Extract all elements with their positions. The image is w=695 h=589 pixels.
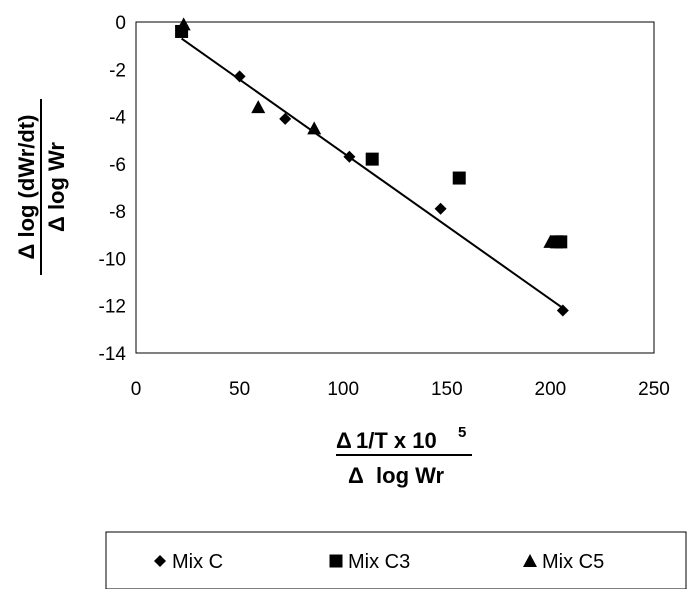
y-axis-label-denominator: Δ log Wr xyxy=(44,142,69,232)
x-axis-label-numerator: 1/T x 10 xyxy=(356,428,437,453)
mix-c-point xyxy=(556,304,569,317)
y-tick-label: -10 xyxy=(99,249,126,270)
x-axis-label-exponent: 5 xyxy=(458,424,466,441)
y-tick-label: -6 xyxy=(109,155,126,176)
mix-c3-point xyxy=(554,235,568,249)
legend-marker-mix-c3 xyxy=(329,554,343,568)
x-tick-label: 200 xyxy=(535,379,567,400)
mix-c-point xyxy=(343,150,356,163)
axis-ticks: 0 50 100 150 200 250 0 -2 -4 -6 -8 -10 -12 -14 xyxy=(99,13,670,400)
trendline xyxy=(181,37,564,309)
x-tick-label: 0 xyxy=(131,379,142,400)
y-tick-label: -12 xyxy=(99,297,126,318)
y-axis-label-numerator: Δ log (dWr/dt) xyxy=(14,115,39,260)
mix-c5-point xyxy=(251,100,266,114)
x-tick-label: 250 xyxy=(638,379,670,400)
mix-c-point xyxy=(434,202,447,215)
y-tick-label: -2 xyxy=(109,60,126,81)
x-axis-label: Δ 1/T x 10 5 Δ log Wr xyxy=(336,424,472,488)
legend-label-mix-c3: Mix C3 xyxy=(348,551,410,573)
legend-box xyxy=(105,531,687,589)
y-tick-label: -4 xyxy=(109,108,126,129)
mix-c3-point xyxy=(365,152,379,166)
trendline-layer xyxy=(181,37,564,309)
mix-c-point xyxy=(233,70,246,83)
legend: Mix C Mix C3 Mix C5 xyxy=(105,531,687,589)
legend-marker-mix-c5 xyxy=(523,554,537,567)
legend-items: Mix C Mix C3 Mix C5 xyxy=(154,551,604,573)
mix-c5-point xyxy=(543,234,558,248)
legend-label-mix-c: Mix C xyxy=(172,551,223,573)
plot-area-border xyxy=(135,21,655,354)
x-tick-label: 50 xyxy=(229,379,250,400)
data-markers xyxy=(175,17,569,317)
mix-c-point xyxy=(279,112,292,125)
y-tick-label: -14 xyxy=(99,344,127,365)
y-tick-label: -8 xyxy=(109,202,126,223)
mix-c5-point xyxy=(307,121,322,135)
x-tick-label: 100 xyxy=(327,379,359,400)
y-axis-label: Δ log (dWr/dt) Δ log Wr xyxy=(14,99,69,275)
y-tick-label: 0 xyxy=(115,13,126,34)
legend-label-mix-c5: Mix C5 xyxy=(542,551,604,573)
x-axis-label-denominator: Δ log Wr xyxy=(348,463,445,488)
x-tick-label: 150 xyxy=(431,379,463,400)
legend-marker-mix-c xyxy=(154,555,166,567)
mix-c3-point xyxy=(452,171,466,185)
x-axis-label-delta: Δ xyxy=(336,428,352,453)
mix-c5-point xyxy=(176,17,191,31)
